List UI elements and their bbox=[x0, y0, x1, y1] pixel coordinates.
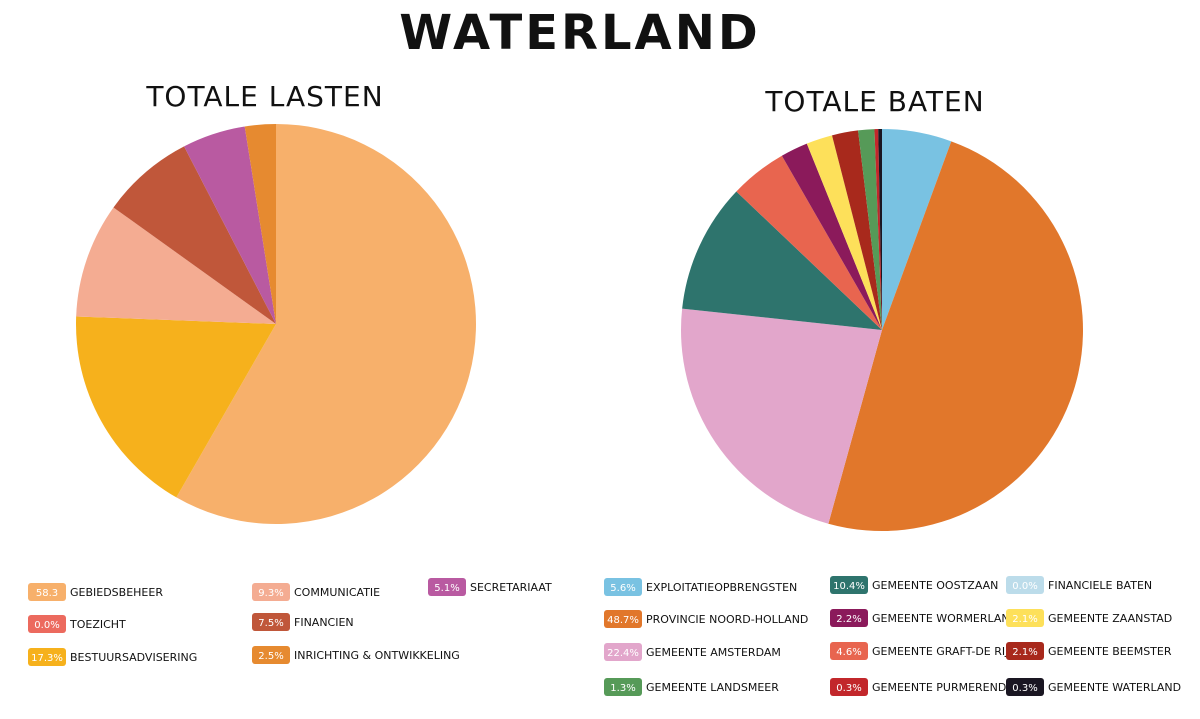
legend-value: 0.3% bbox=[1012, 683, 1037, 694]
legend-label: GEMEENTE PURMEREND bbox=[872, 681, 1006, 694]
legend-label: FINANCIEN bbox=[294, 616, 354, 629]
legend-label: PROVINCIE NOORD-HOLLAND bbox=[646, 613, 808, 626]
pie-slice bbox=[244, 124, 276, 324]
main-title: WATERLAND bbox=[399, 5, 760, 61]
legend-swatch bbox=[1006, 642, 1044, 660]
legend-value: 5.1% bbox=[434, 583, 459, 594]
legend-label: GEMEENTE ZAANSTAD bbox=[1048, 612, 1172, 625]
legend-swatch bbox=[1006, 609, 1044, 627]
pie-slice bbox=[882, 129, 952, 330]
legend-label: BESTUURSADVISERING bbox=[70, 651, 197, 664]
legend-swatch bbox=[252, 583, 290, 601]
legend-label: INRICHTING & ONTWIKKELING bbox=[294, 649, 460, 662]
legend-label: EXPLOITATIEOPBRENGSTEN bbox=[646, 581, 797, 594]
legend-value: 5.6% bbox=[610, 583, 635, 594]
legend-label: COMMUNICATIE bbox=[294, 586, 380, 599]
pie-slice bbox=[781, 143, 882, 330]
legend-value: 17.3% bbox=[31, 653, 63, 664]
legend-swatch bbox=[830, 642, 868, 660]
legend-value: 9.3% bbox=[258, 588, 283, 599]
pie-slice bbox=[832, 130, 882, 330]
legend-swatch bbox=[28, 583, 66, 601]
legend-swatch bbox=[604, 643, 642, 661]
legend-swatch bbox=[28, 615, 66, 633]
pie-slice bbox=[176, 124, 476, 524]
legend-label: GEMEENTE WATERLAND bbox=[1048, 681, 1181, 694]
chart-title: TOTALE BATEN bbox=[764, 85, 984, 118]
legend-swatch bbox=[1006, 576, 1044, 594]
legend-value: 2.2% bbox=[836, 614, 861, 625]
legend-label: GEMEENTE GRAFT-DE RIJP bbox=[872, 645, 1015, 658]
chart-title: TOTALE LASTEN bbox=[145, 80, 383, 113]
pie-slice bbox=[878, 129, 882, 330]
legend-swatch bbox=[252, 646, 290, 664]
legend-value: 0.3% bbox=[836, 683, 861, 694]
legend-swatch bbox=[830, 576, 868, 594]
legend-value: 7.5% bbox=[258, 618, 283, 629]
pie-slice bbox=[806, 135, 882, 330]
legend-swatch bbox=[604, 678, 642, 696]
legend-label: FINANCIELE BATEN bbox=[1048, 579, 1152, 592]
pie-slice bbox=[113, 146, 276, 324]
legend-label: GEMEENTE WORMERLAND bbox=[872, 612, 1018, 625]
legend-label: GEMEENTE OOSTZAAN bbox=[872, 579, 998, 592]
legend-value: 2.1% bbox=[1012, 614, 1037, 625]
pie-slice bbox=[682, 191, 882, 330]
legend-label: GEMEENTE AMSTERDAM bbox=[646, 646, 781, 659]
pie-slice bbox=[76, 207, 276, 324]
legend-value: 10.4% bbox=[833, 581, 865, 592]
legend-value: 0.0% bbox=[1012, 581, 1037, 592]
legend-value: 0.0% bbox=[34, 620, 59, 631]
pie-slice bbox=[184, 126, 276, 324]
legend-value: 48.7% bbox=[607, 615, 639, 626]
pie-slice bbox=[681, 308, 882, 524]
legend-label: GEMEENTE LANDSMEER bbox=[646, 681, 779, 694]
legend-swatch bbox=[252, 613, 290, 631]
legend-swatch bbox=[604, 610, 642, 628]
legend-label: TOEZICHT bbox=[69, 618, 126, 631]
pie-slice bbox=[75, 316, 276, 498]
pie-slice bbox=[874, 129, 882, 330]
pie-slice bbox=[828, 141, 1083, 531]
legend-swatch bbox=[604, 578, 642, 596]
legend-label: GEMEENTE BEEMSTER bbox=[1048, 645, 1172, 658]
legend-label: SECRETARIAAT bbox=[470, 581, 552, 594]
legend-swatch bbox=[830, 609, 868, 627]
legend-value: 2.1% bbox=[1012, 647, 1037, 658]
legend-swatch bbox=[1006, 678, 1044, 696]
pie-slice bbox=[736, 155, 882, 330]
legend-label: GEBIEDSBEHEER bbox=[70, 586, 163, 599]
legend-value: 22.4% bbox=[607, 648, 639, 659]
legend-swatch bbox=[830, 678, 868, 696]
legend-value: 4.6% bbox=[836, 647, 861, 658]
legend-value: 1.3% bbox=[610, 683, 635, 694]
legend-value: 58.3 bbox=[36, 588, 58, 599]
pie-slice bbox=[858, 129, 882, 330]
legend-value: 2.5% bbox=[258, 651, 283, 662]
legend-swatch bbox=[28, 648, 66, 666]
legend-swatch bbox=[428, 578, 466, 596]
